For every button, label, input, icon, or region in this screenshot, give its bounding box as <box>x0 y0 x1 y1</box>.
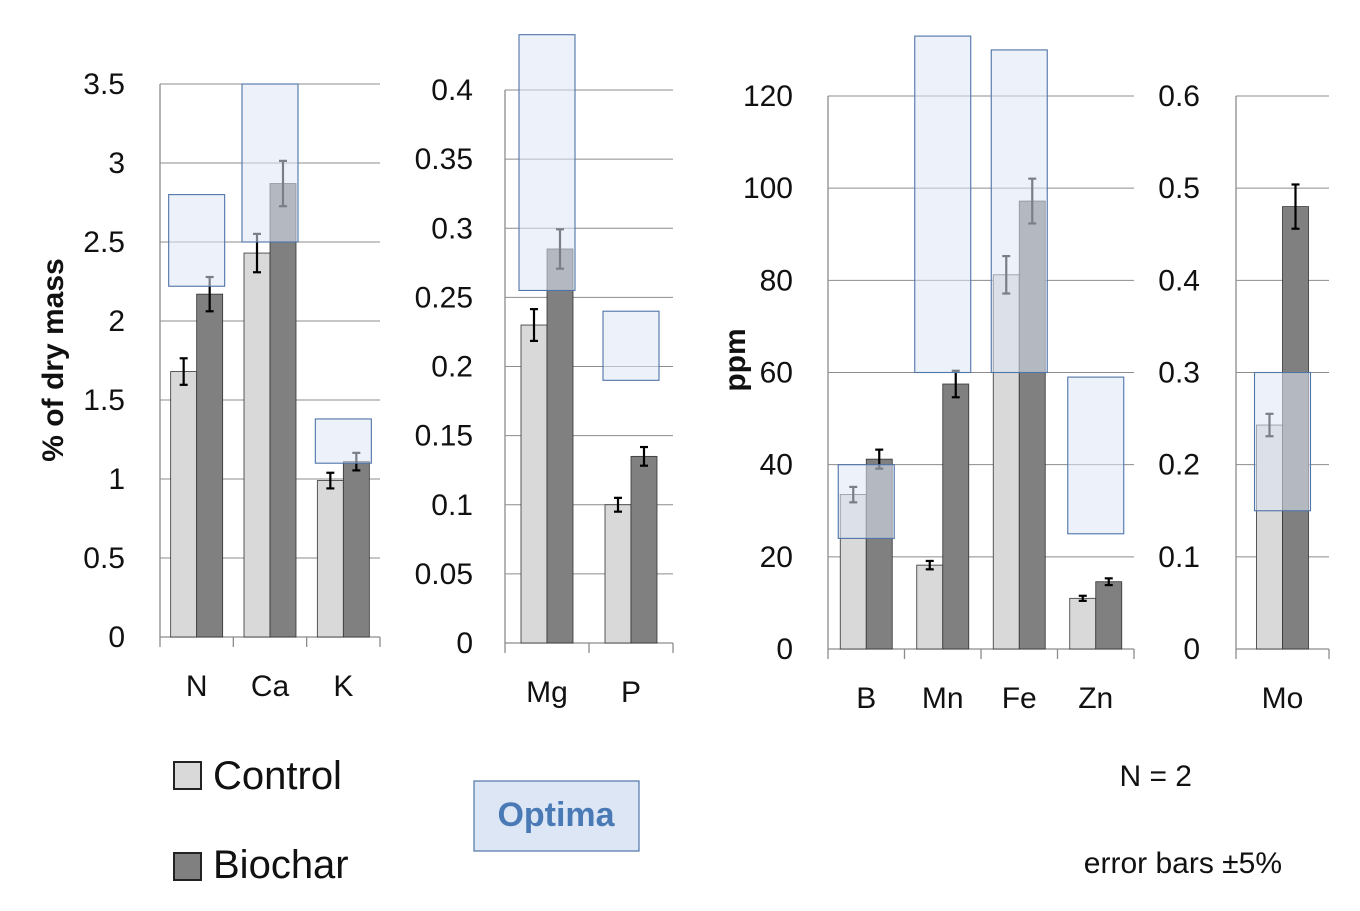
error-bar-control-p <box>614 496 622 513</box>
optima-range-mn <box>914 35 972 374</box>
bar-biochar-zn <box>1095 581 1123 650</box>
y-tick-label: 0.05 <box>415 558 473 591</box>
x-category-label: Zn <box>1078 682 1113 715</box>
optima-range-n <box>168 194 226 287</box>
error-bar-biochar-mo <box>1291 183 1300 230</box>
y-tick-label: 80 <box>760 264 793 297</box>
x-category-label: K <box>333 670 353 703</box>
bar-control-n <box>170 371 198 638</box>
optima-legend: Optima <box>473 780 640 852</box>
error-bar-biochar-p <box>640 445 648 467</box>
x-category-label: Fe <box>1002 682 1037 715</box>
y-tick-label: 0.5 <box>1158 172 1200 205</box>
legend-label-control: Control <box>213 754 342 798</box>
y-tick-label: 0.4 <box>431 74 473 107</box>
chart-panel-2: 0 0.05 0.1 0.15 0.2 0.25 0.3 0.35 0.4 Mg P <box>415 34 674 709</box>
optima-range-fe <box>990 49 1048 374</box>
y-tick-label: 100 <box>743 172 793 205</box>
y-tick-label: 0 <box>776 633 793 666</box>
bar-biochar-p <box>630 455 658 644</box>
bar-biochar-ca <box>269 183 297 638</box>
optima-range-b <box>837 464 895 539</box>
optima-range-mo <box>1253 371 1312 512</box>
x-category-label: N <box>186 670 208 703</box>
error-bar-control-k <box>326 471 335 490</box>
optima-range-p <box>602 310 660 381</box>
y-tick-label: 0 <box>1183 633 1200 666</box>
y-tick-label: 0.3 <box>1158 357 1200 390</box>
y-tick-label: 3.5 <box>83 68 125 101</box>
y-tick-label: 60 <box>760 357 793 390</box>
legend-swatch-control <box>173 761 202 790</box>
y-tick-label: 0.1 <box>431 489 473 522</box>
y-tick-label: 20 <box>760 541 793 574</box>
chart-panel-3: 0 20 40 60 80 100 120 B Mn Fe Zn ppm <box>719 35 1135 715</box>
y-tick-label: 40 <box>760 449 793 482</box>
y-tick-label: 0 <box>108 621 125 654</box>
optima-range-k <box>314 418 372 464</box>
y-tick-label: 0.6 <box>1158 80 1200 113</box>
error-bar-control-mg <box>530 308 538 343</box>
error-bar-biochar-zn <box>1104 577 1113 587</box>
x-category-label: B <box>856 682 876 715</box>
y-tick-label: 2 <box>108 305 125 338</box>
y-axis-label: % of dry mass <box>37 258 70 461</box>
bar-control-mn <box>916 564 944 650</box>
y-tick-label: 0.35 <box>415 143 473 176</box>
bar-biochar-mn <box>942 383 970 650</box>
chart-panel-1: 0 0.5 1 1.5 2 2.5 3 3.5 N Ca K % of dry mass <box>37 68 381 703</box>
y-tick-label: 0.15 <box>415 420 473 453</box>
x-category-label: Mg <box>526 676 568 709</box>
optima-range-mg <box>518 34 576 292</box>
legend-swatch-biochar <box>173 852 202 881</box>
bar-biochar-mg <box>546 248 574 644</box>
y-tick-label: 1 <box>108 463 125 496</box>
bar-control-p <box>604 504 632 644</box>
legend: Control Biochar <box>173 754 349 887</box>
bar-control-ca <box>243 252 271 638</box>
error-bar-control-mn <box>925 559 934 571</box>
bar-biochar-k <box>342 461 370 638</box>
legend-label-biochar: Biochar <box>213 843 349 887</box>
bar-control-mg <box>520 324 548 644</box>
x-category-label: Mn <box>922 682 964 715</box>
chart-panel-4: 0 0.1 0.2 0.3 0.4 0.5 0.6 Mo <box>1158 80 1330 715</box>
bar-biochar-n <box>196 293 224 638</box>
x-category-label: Mo <box>1262 682 1304 715</box>
x-category-label: Ca <box>251 670 290 703</box>
y-tick-label: 120 <box>743 80 793 113</box>
error-bars-note: error bars ±5% <box>1084 847 1282 880</box>
y-tick-label: 0.1 <box>1158 541 1200 574</box>
y-tick-label: 3 <box>108 147 125 180</box>
x-category-label: P <box>621 676 641 709</box>
y-tick-label: 1.5 <box>83 384 125 417</box>
chart-panels: 0 0.5 1 1.5 2 2.5 3 3.5 N Ca K % of dry mass 0 0.05 0.… <box>37 34 1330 715</box>
y-tick-label: 0.25 <box>415 281 473 314</box>
y-tick-label: 0.2 <box>431 351 473 384</box>
y-tick-label: 0.4 <box>1158 264 1200 297</box>
optima-range-zn <box>1067 376 1125 535</box>
optima-range-ca <box>241 83 299 243</box>
y-tick-label: 2.5 <box>83 226 125 259</box>
error-bar-control-n <box>179 357 188 386</box>
y-tick-label: 0.3 <box>431 212 473 245</box>
y-axis-label: ppm <box>719 328 752 391</box>
bar-control-zn <box>1069 597 1097 650</box>
optima-legend-label: Optima <box>497 796 615 834</box>
sample-size-note: N = 2 <box>1119 760 1192 793</box>
y-tick-label: 0.5 <box>83 542 125 575</box>
bar-control-k <box>316 480 344 638</box>
error-bar-control-zn <box>1078 594 1087 602</box>
y-tick-label: 0.2 <box>1158 449 1200 482</box>
y-tick-label: 0 <box>456 627 473 660</box>
optima-legend-box <box>473 780 640 852</box>
